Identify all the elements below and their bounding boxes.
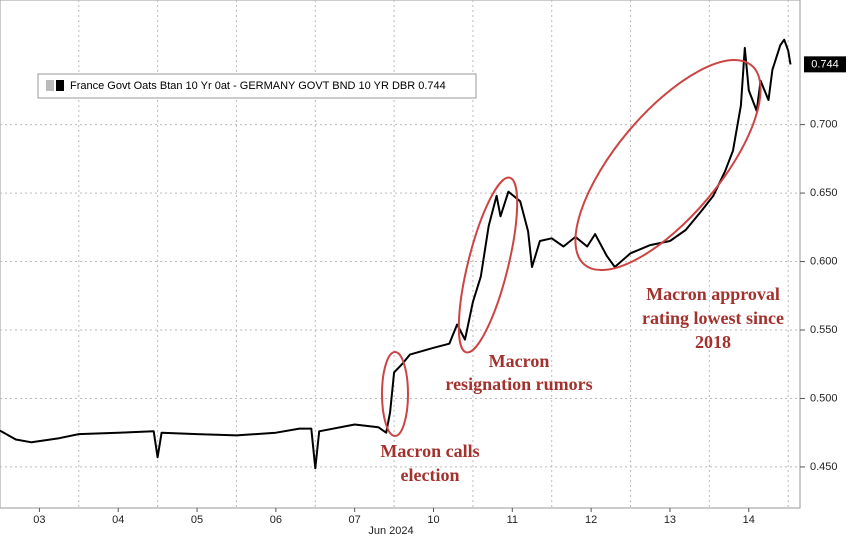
x-axis-sublabel: Jun 2024 bbox=[368, 525, 413, 537]
last-value-label: 0.744 bbox=[811, 58, 839, 70]
x-tick-label: 11 bbox=[507, 514, 518, 526]
x-tick-label: 13 bbox=[664, 514, 676, 526]
y-tick-label: 0.600 bbox=[810, 255, 838, 267]
x-tick-label: 04 bbox=[112, 514, 124, 526]
series-line bbox=[0, 38, 792, 470]
legend-swatch bbox=[46, 80, 54, 91]
highlight-ellipse bbox=[457, 176, 519, 354]
y-tick-label: 0.700 bbox=[810, 119, 838, 131]
x-tick-label: 10 bbox=[427, 514, 439, 526]
legend-box bbox=[37, 73, 477, 99]
legend-label: France Govt Oats Btan 10 Yr 0at - GERMAN… bbox=[70, 80, 446, 92]
annotation: 2018 bbox=[695, 332, 731, 352]
annotation: Macron calls bbox=[380, 441, 479, 461]
y-tick-label: 0.650 bbox=[810, 187, 838, 199]
grid bbox=[0, 0, 800, 508]
legend-swatch bbox=[56, 80, 64, 91]
x-tick-label: 12 bbox=[585, 514, 597, 526]
annotation: Macron approval bbox=[646, 284, 780, 304]
annotation: Macron bbox=[489, 351, 550, 371]
x-tick-label: 05 bbox=[191, 514, 203, 526]
highlight-ellipse bbox=[381, 351, 409, 437]
highlight-ellipse bbox=[574, 58, 762, 272]
annotation: election bbox=[401, 465, 460, 485]
series bbox=[0, 38, 792, 470]
annotation: rating lowest since bbox=[642, 308, 784, 328]
y-tick-label: 0.550 bbox=[810, 324, 838, 336]
x-tick-label: 07 bbox=[349, 514, 361, 526]
x-tick-label: 03 bbox=[33, 514, 45, 526]
y-tick-label: 0.500 bbox=[810, 392, 838, 404]
x-tick-label: 14 bbox=[743, 514, 755, 526]
x-tick-label: 06 bbox=[270, 514, 282, 526]
annotation: resignation rumors bbox=[445, 374, 592, 394]
y-tick-label: 0.450 bbox=[810, 461, 838, 473]
last-value-box bbox=[804, 56, 846, 73]
